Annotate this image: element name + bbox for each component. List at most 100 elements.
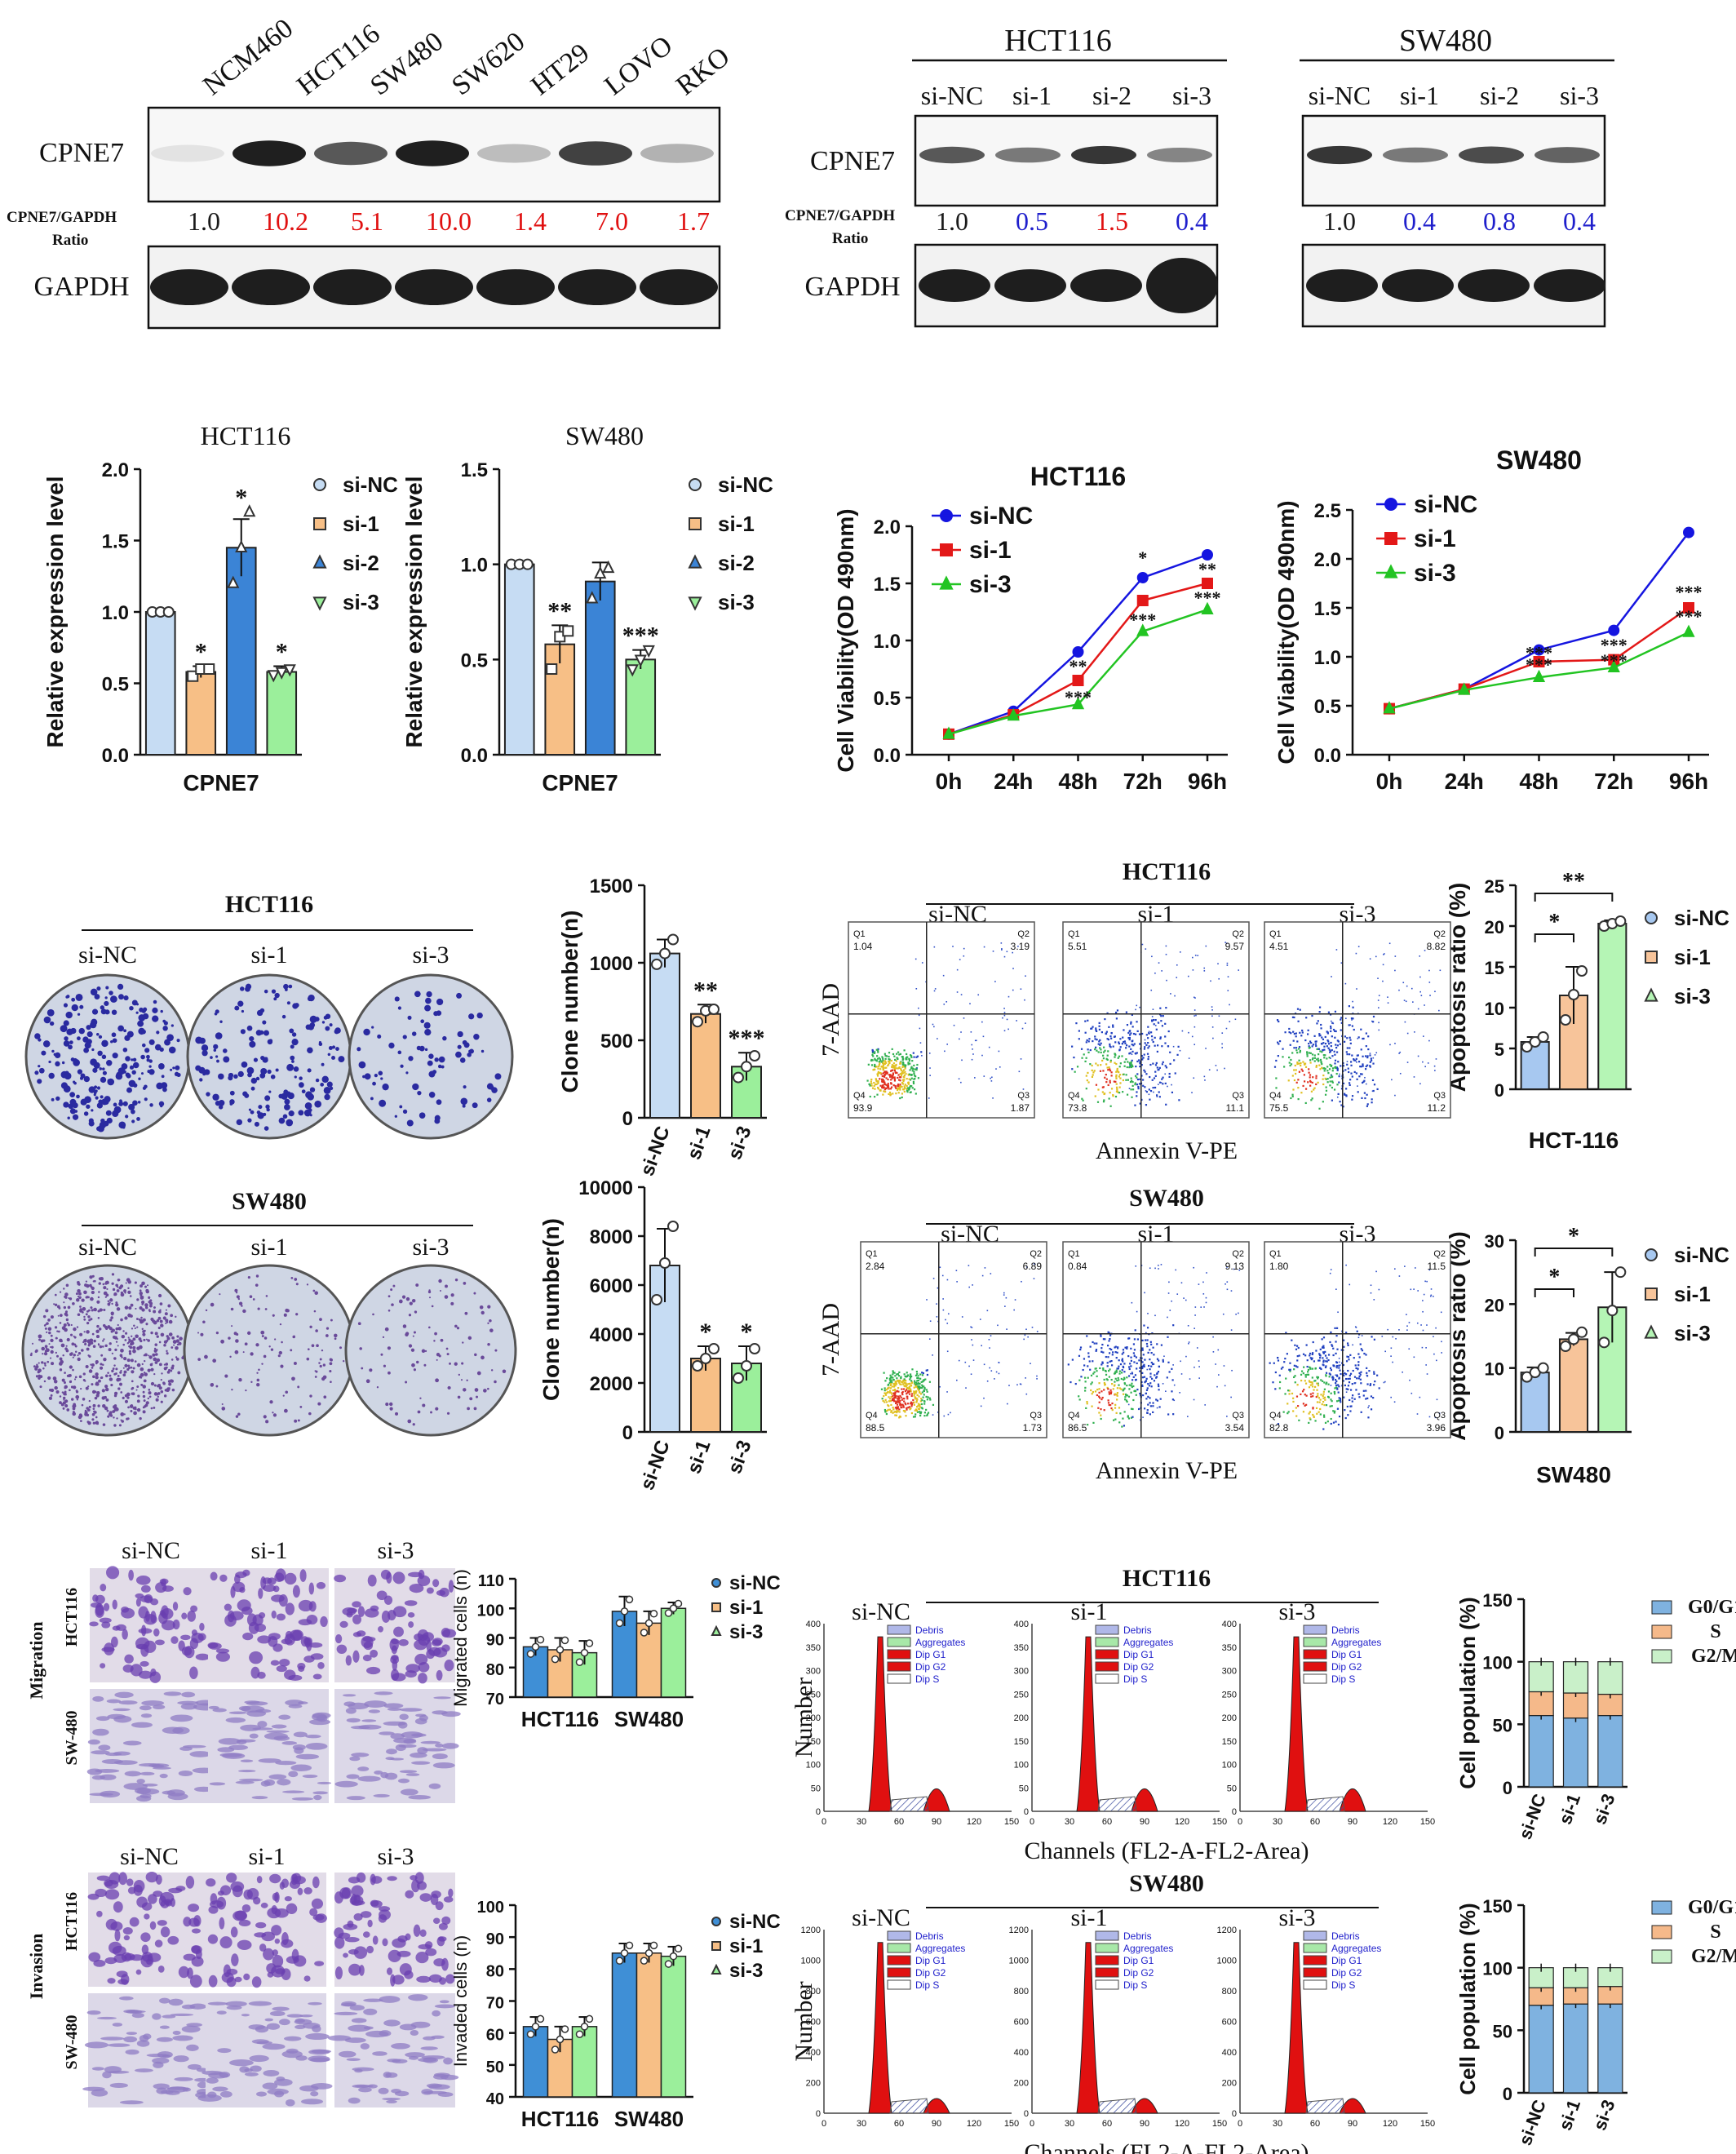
ratio-value: 1.0 [936,206,968,236]
colony [424,1029,432,1036]
event-dot [1016,1384,1018,1386]
event-dot [1109,1059,1112,1061]
event-dot [1287,1411,1290,1413]
event-dot [1096,1370,1098,1372]
event-dot [1422,1035,1424,1037]
event-dot [906,1078,908,1080]
colony [75,1394,80,1399]
event-dot [1313,1088,1315,1091]
colony [152,1015,159,1022]
blot-band [1146,258,1218,313]
event-dot [1092,1341,1094,1344]
event-dot [1123,1065,1126,1067]
colony [55,1351,57,1354]
colony [122,1396,125,1399]
event-dot [1126,1376,1128,1379]
event-dot [902,1066,905,1068]
legend-label: si-NC [1674,1243,1729,1267]
colony [68,1297,70,1300]
event-dot [1109,1360,1111,1363]
event-dot [1318,1035,1321,1037]
y-axis-label: Cell Viability(OD 490nm) [833,508,858,772]
event-dot [1090,1389,1092,1392]
event-dot [1289,1370,1291,1372]
colony [82,1307,86,1311]
event-dot [913,1056,915,1058]
colony [50,1350,54,1354]
colony [73,1057,78,1063]
colony [145,1338,148,1341]
event-dot [1226,962,1229,964]
event-dot [1127,1395,1131,1398]
event-dot [1098,1391,1100,1394]
colony [86,1104,91,1109]
bar [584,580,616,756]
event-dot [1282,1048,1284,1050]
event-dot [1112,1024,1114,1026]
event-dot [990,1080,993,1082]
event-dot [1139,1367,1141,1369]
colony [43,1362,46,1365]
colony [74,1110,78,1113]
event-dot [1108,1393,1111,1395]
event-dot [1097,1088,1100,1091]
event-dot [946,1001,948,1003]
event-dot [880,1061,883,1063]
event-dot [899,1084,901,1087]
colony [54,1385,58,1390]
colony [95,1420,100,1425]
blot-band [1070,269,1142,302]
colony [487,1305,491,1309]
colony [130,1342,133,1346]
y-tick-label: 1.5 [874,574,901,596]
colony [128,1367,131,1369]
colony [127,1364,131,1367]
event-dot [1337,1061,1340,1063]
event-dot [895,1383,898,1385]
event-dot [920,1407,923,1409]
event-dot [1313,1380,1316,1382]
event-dot [919,1414,922,1417]
event-dot [1294,1381,1296,1384]
event-dot [1317,1081,1319,1084]
event-dot [1324,1354,1327,1357]
cell-title: HCT116 [1004,24,1112,58]
event-dot [1165,1390,1167,1392]
event-dot [1299,1008,1301,1011]
event-dot [1167,1045,1170,1048]
event-dot [915,1381,918,1384]
event-dot [914,1380,916,1382]
event-dot [907,1390,910,1393]
event-dot [889,1400,892,1403]
event-dot [1090,1383,1092,1385]
event-dot [1169,1062,1171,1066]
event-dot [1210,980,1211,982]
event-dot [1326,1070,1329,1072]
event-dot [1348,1377,1351,1380]
event-dot [1334,1036,1336,1039]
event-dot [1359,1343,1362,1345]
colony [249,1295,253,1299]
event-dot [1114,1054,1117,1057]
colony [238,1301,243,1305]
colony [116,1417,118,1420]
event-dot [891,1069,893,1072]
event-dot [923,1394,925,1396]
colony [101,1345,104,1348]
event-dot [915,1383,919,1385]
event-dot [1329,1063,1331,1066]
colony [446,1353,450,1356]
event-dot [1100,1048,1102,1051]
event-dot [1081,1057,1083,1059]
event-dot [874,1057,876,1060]
event-dot [1142,1354,1145,1356]
data-point [602,560,615,574]
event-dot [1290,1032,1292,1035]
colony [301,1089,306,1094]
colony [460,1097,468,1106]
blot-band [1459,146,1524,164]
event-dot [1428,1269,1431,1271]
colony [108,1377,113,1381]
cell-stain [140,1660,149,1667]
colony [264,1126,269,1131]
